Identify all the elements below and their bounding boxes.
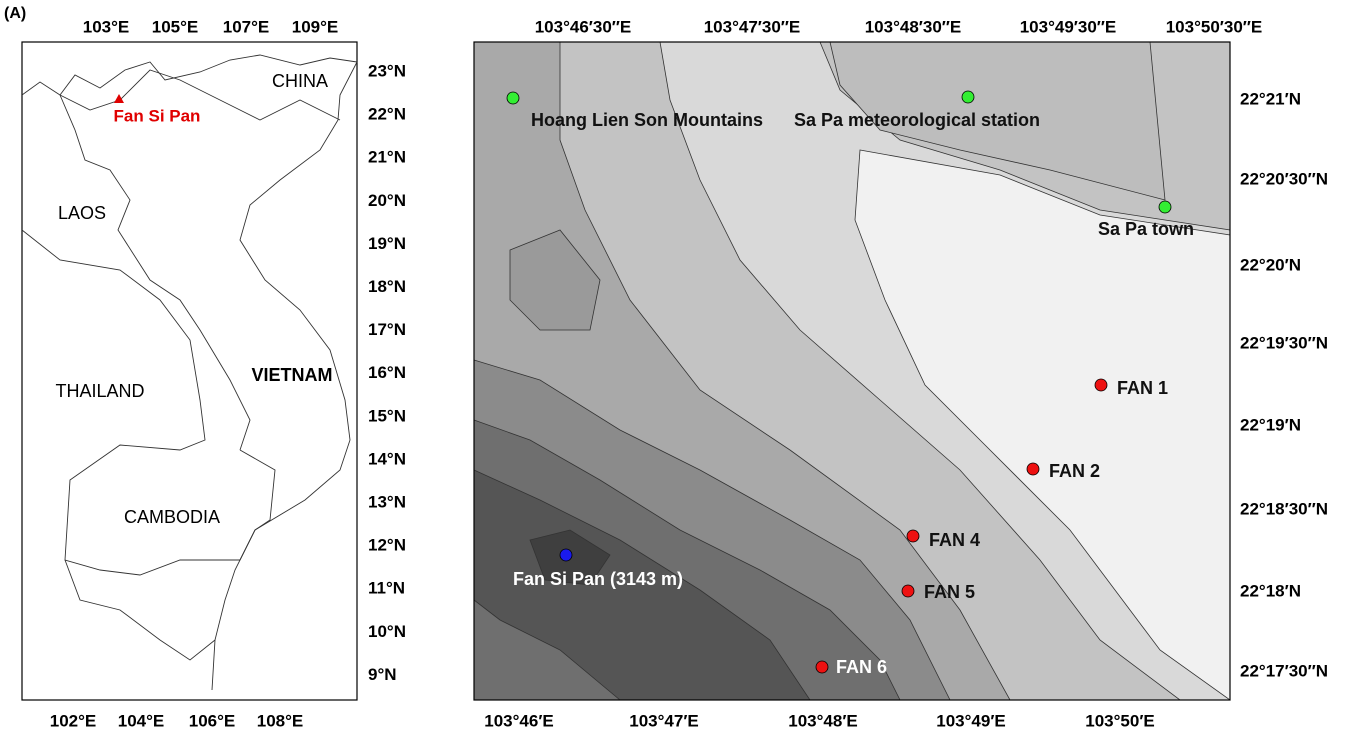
border [21,54,358,96]
coast [64,559,216,661]
site-label: Sa Pa town [1098,219,1194,239]
country-label: CAMBODIA [124,507,220,527]
latitude-label: 16°N [368,363,406,382]
country-label: CHINA [272,71,328,91]
latitude-label: 21°N [368,148,406,167]
longitude-label: 102°E [50,711,97,730]
longitude-label: 104°E [118,711,165,730]
site-marker [1094,378,1108,392]
border [59,69,341,121]
longitude-label: 108°E [257,711,304,730]
latitude-label: 10°N [368,622,406,641]
latitude-label: 12°N [368,536,406,555]
detail-map [473,41,1231,701]
overview-map [21,41,358,701]
country-label: VIETNAM [252,365,333,385]
longitude-label: 103°48′E [788,711,858,730]
coast [211,61,358,691]
contour [854,149,1231,701]
site-marker [815,660,829,674]
site-label: Hoang Lien Son Mountains [531,110,763,130]
site-marker [1158,200,1172,214]
latitude-label: 22°20′N [1240,255,1301,274]
latitude-label: 15°N [368,406,406,425]
latitude-label: 20°N [368,191,406,210]
border [59,94,251,451]
peak-marker [114,94,124,103]
peak-label: Fan Si Pan [114,106,201,125]
country-label: THAILAND [55,381,144,401]
longitude-label: 103°47′E [629,711,699,730]
longitude-label: 105°E [152,17,199,36]
latitude-label: 22°20′30″N [1240,169,1328,188]
longitude-label: 103°47′30″E [704,17,801,36]
site-label: FAN 1 [1117,378,1168,398]
latitude-label: 17°N [368,320,406,339]
longitude-label: 103°E [83,17,130,36]
longitude-label: 103°50′E [1085,711,1155,730]
latitude-label: 22°19′N [1240,415,1301,434]
latitude-label: 9°N [368,665,397,684]
border [239,449,276,531]
longitude-label: 103°46′30″E [535,17,632,36]
latitude-label: 14°N [368,449,406,468]
contour [829,41,1166,201]
latitude-label: 22°21′N [1240,89,1301,108]
latitude-label: 22°19′30″N [1240,333,1328,352]
longitude-label: 103°48′30″E [865,17,962,36]
site-label: FAN 4 [929,530,980,550]
longitude-label: 103°49′E [936,711,1006,730]
site-label: FAN 5 [924,582,975,602]
longitude-label: 106°E [189,711,236,730]
latitude-label: 11°N [368,579,405,598]
latitude-label: 22°18′30″N [1240,499,1328,518]
latitude-label: 22°18′N [1240,581,1301,600]
site-label: FAN 6 [836,657,887,677]
site-label: FAN 2 [1049,461,1100,481]
border [21,229,256,576]
site-marker [901,584,915,598]
site-marker [506,91,520,105]
detail-frame [473,41,1231,701]
latitude-label: 18°N [368,277,406,296]
longitude-label: 109°E [292,17,339,36]
latitude-label: 22°17′30″N [1240,661,1328,680]
site-label: Sa Pa meteorological station [794,110,1040,130]
latitude-label: 19°N [368,234,406,253]
site-marker [559,548,573,562]
panel-label: (A) [4,5,26,22]
longitude-label: 103°46′E [484,711,554,730]
site-marker [906,529,920,543]
site-marker [1026,462,1040,476]
latitude-label: 23°N [368,61,406,80]
site-label: Fan Si Pan (3143 m) [513,569,683,589]
longitude-label: 107°E [223,17,270,36]
longitude-label: 103°49′30″E [1020,17,1117,36]
contour [509,229,601,331]
latitude-label: 13°N [368,492,406,511]
site-marker [961,90,975,104]
overview-frame [21,41,358,701]
latitude-label: 22°N [368,105,406,124]
longitude-label: 103°50′30″E [1166,17,1263,36]
country-label: LAOS [58,203,106,223]
